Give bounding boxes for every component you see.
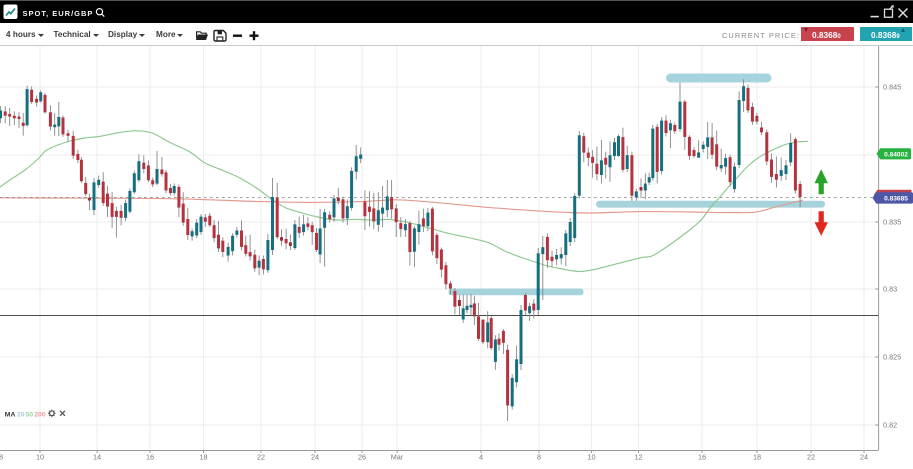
svg-text:8: 8 [0,453,3,462]
svg-text:MA: MA [5,412,16,419]
svg-text:0.83: 0.83 [883,284,897,293]
svg-text:12: 12 [634,453,642,462]
svg-text:24: 24 [860,453,868,462]
svg-text:0.825: 0.825 [883,352,901,361]
svg-text:14: 14 [93,453,101,462]
svg-text:18: 18 [199,453,207,462]
svg-text:0.83685: 0.83685 [884,196,908,203]
svg-text:8: 8 [537,453,541,462]
svg-text:0.82: 0.82 [883,420,897,429]
svg-text:10: 10 [36,453,44,462]
svg-text:26: 26 [358,453,366,462]
svg-text:0.84002: 0.84002 [884,152,908,159]
svg-text:10: 10 [587,453,595,462]
svg-text:18: 18 [753,453,761,462]
svg-text:16: 16 [146,453,154,462]
svg-text:50: 50 [26,412,34,419]
svg-text:24: 24 [311,453,319,462]
svg-text:SPOT, EUR/GBP: SPOT, EUR/GBP [23,9,94,18]
svg-text:0.845: 0.845 [883,82,901,91]
svg-text:4: 4 [479,453,483,462]
svg-text:22: 22 [807,453,815,462]
svg-text:200: 200 [34,412,46,419]
svg-text:Mar: Mar [391,453,404,462]
svg-text:20: 20 [17,412,25,419]
svg-text:16: 16 [698,453,706,462]
svg-text:0.835: 0.835 [883,217,901,226]
svg-text:22: 22 [257,453,265,462]
